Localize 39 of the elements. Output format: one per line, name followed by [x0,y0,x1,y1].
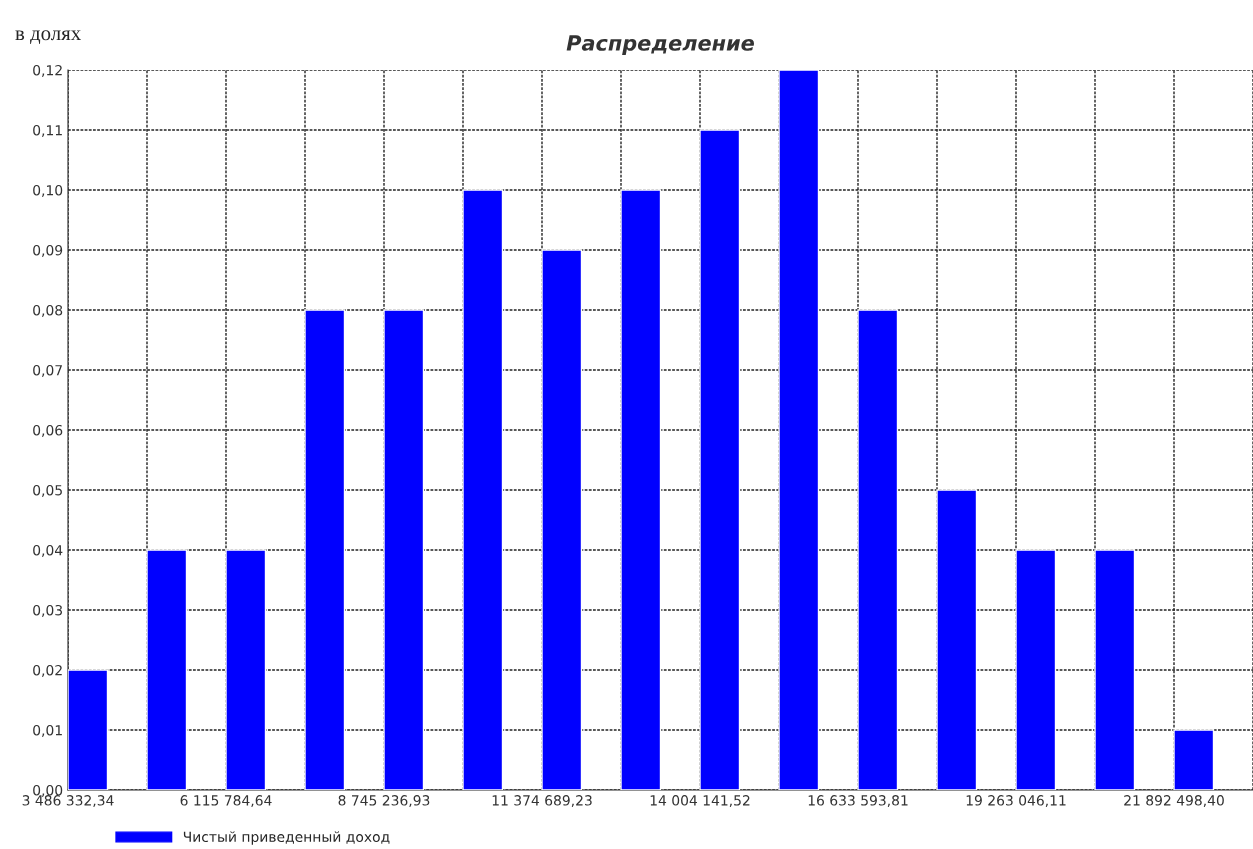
bar [383,309,425,790]
x-tick-label: 3 486 332,34 [22,795,114,808]
y-tick-label: 0,12 [33,64,62,77]
y-tick-label: 0,03 [33,604,63,617]
legend-label: Чистый приведенный доход [183,831,390,845]
y-tick-label: 0,09 [33,244,63,257]
x-tick-label: 21 892 498,40 [1124,795,1224,808]
bar [1015,549,1057,790]
bar [146,549,188,790]
text: в долях [15,30,81,45]
y-tick-label: 0,00 [33,784,63,797]
y-tick-label: 0,06 [33,424,63,437]
bar [541,249,583,790]
y-tick-label: 0,04 [33,544,63,557]
bar [857,309,899,790]
y-tick-label: 0,10 [33,184,63,197]
bar [699,129,741,790]
x-tick-label: 11 374 689,23 [492,795,592,808]
y-tick-label: 0,02 [33,664,62,677]
y-tick-label: 0,08 [33,304,63,317]
y-tick-label: 0,11 [33,124,62,137]
bar [1094,549,1136,790]
bar [1173,729,1215,790]
x-tick-label: 14 004 141,52 [650,795,750,808]
x-tick-label: 8 745 236,93 [338,795,430,808]
bar [620,189,662,790]
y-tick-label: 0,07 [33,364,62,377]
chart-title: Распределение [566,35,754,55]
x-tick-label: 16 633 593,81 [808,795,908,808]
bar [225,549,267,790]
bar [462,189,504,790]
bar [68,669,109,790]
y-tick-label: 0,01 [33,724,62,737]
x-tick-label: 6 115 784,64 [180,795,272,808]
y-tick-label: 0,05 [33,484,62,497]
bar [304,309,346,790]
x-tick-label: 19 263 046,11 [966,795,1066,808]
bar [936,489,978,790]
bar [778,70,820,790]
